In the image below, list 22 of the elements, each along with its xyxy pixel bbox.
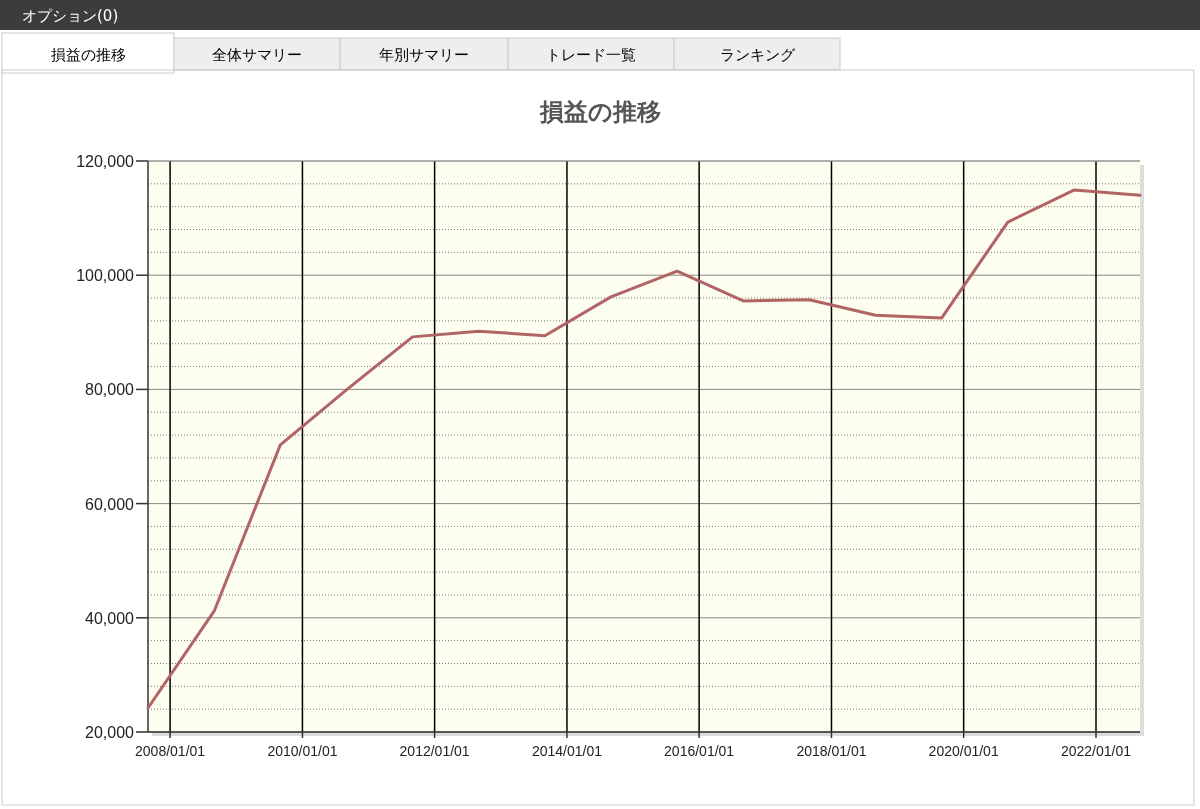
x-tick-label: 2016/01/01 [664,743,735,759]
text: 年別サマリー [379,46,469,64]
text: 損益の推移 [50,46,126,64]
y-tick-label: 40,000 [85,609,135,627]
x-tick-label: 2022/01/01 [1060,743,1132,759]
x-tick-label: 2018/01/01 [796,743,867,759]
y-tick-label: 120,000 [76,153,135,170]
text: トレード一覧 [546,46,636,64]
y-tick-label: 20,000 [85,724,135,741]
line-series [146,188,1142,710]
x-tick-label: 2020/01/01 [928,743,999,759]
x-tick-label: 2014/01/01 [531,743,603,759]
y-tick-label: 100,000 [76,267,135,285]
x-tick-label: 2012/01/01 [399,743,470,759]
text: 全体サマリー [212,46,302,64]
x-tick-label: 2010/01/01 [267,743,338,759]
y-tick-label: 80,000 [85,381,135,399]
chart-title: 損益の推移 [538,98,661,126]
text: ランキング [719,46,796,64]
x-tick-label: 2008/01/01 [135,743,206,759]
y-tick-label: 60,000 [85,495,135,513]
text: オプション(0) [22,7,119,25]
